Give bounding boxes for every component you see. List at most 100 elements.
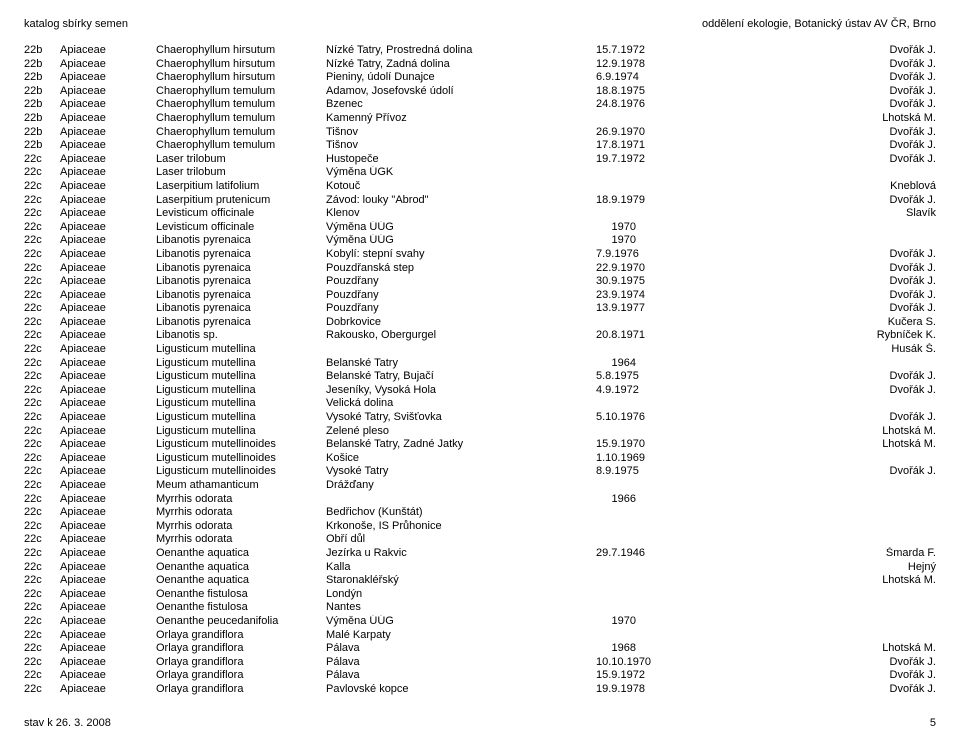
- family-cell: Apiaceae: [60, 221, 156, 235]
- date-cell: [596, 207, 696, 221]
- code-cell: 22c: [24, 262, 60, 276]
- collector-cell: [696, 357, 936, 371]
- family-cell: Apiaceae: [60, 615, 156, 629]
- date-cell: 18.9.1979: [596, 194, 696, 208]
- collector-cell: Lhotská M.: [696, 438, 936, 452]
- species-cell: Myrrhis odorata: [156, 520, 326, 534]
- locality-cell: Jezírka u Rakvic: [326, 547, 596, 561]
- locality-cell: Pouzdřany: [326, 302, 596, 316]
- family-cell: Apiaceae: [60, 289, 156, 303]
- date-cell: [596, 479, 696, 493]
- date-cell: [596, 520, 696, 534]
- family-cell: Apiaceae: [60, 262, 156, 276]
- collector-cell: [696, 234, 936, 248]
- date-cell: 4.9.1972: [596, 384, 696, 398]
- species-cell: Libanotis pyrenaica: [156, 316, 326, 330]
- date-cell: 19.7.1972: [596, 153, 696, 167]
- table-row: 22cApiaceaeOenanthe aquaticaJezírka u Ra…: [24, 547, 936, 561]
- species-cell: Levisticum officinale: [156, 221, 326, 235]
- locality-cell: Velická dolina: [326, 397, 596, 411]
- species-cell: Laser trilobum: [156, 153, 326, 167]
- collector-cell: Lhotská M.: [696, 425, 936, 439]
- collector-cell: Dvořák J.: [696, 58, 936, 72]
- code-cell: 22c: [24, 533, 60, 547]
- code-cell: 22c: [24, 452, 60, 466]
- locality-cell: Nízké Tatry, Zadná dolina: [326, 58, 596, 72]
- family-cell: Apiaceae: [60, 166, 156, 180]
- collector-cell: Dvořák J.: [696, 194, 936, 208]
- family-cell: Apiaceae: [60, 71, 156, 85]
- species-cell: Myrrhis odorata: [156, 493, 326, 507]
- locality-cell: Košice: [326, 452, 596, 466]
- table-row: 22cApiaceaeLigusticum mutellinoidesVysok…: [24, 465, 936, 479]
- family-cell: Apiaceae: [60, 98, 156, 112]
- code-cell: 22c: [24, 343, 60, 357]
- code-cell: 22c: [24, 221, 60, 235]
- table-row: 22cApiaceaeLibanotis pyrenaicaKobylí: st…: [24, 248, 936, 262]
- locality-cell: Drážďany: [326, 479, 596, 493]
- header-right: oddělení ekologie, Botanický ústav AV ČR…: [702, 18, 936, 30]
- date-cell: 19.9.1978: [596, 683, 696, 697]
- collector-cell: [696, 397, 936, 411]
- date-cell: 7.9.1976: [596, 248, 696, 262]
- code-cell: 22c: [24, 411, 60, 425]
- family-cell: Apiaceae: [60, 302, 156, 316]
- table-row: 22cApiaceaeLibanotis pyrenaicaVýměna ÚÚG…: [24, 234, 936, 248]
- locality-cell: Tišnov: [326, 139, 596, 153]
- collector-cell: Dvořák J.: [696, 289, 936, 303]
- family-cell: Apiaceae: [60, 248, 156, 262]
- table-row: 22cApiaceaeLibanotis pyrenaicaPouzdřany1…: [24, 302, 936, 316]
- collector-cell: Slavík: [696, 207, 936, 221]
- table-row: 22cApiaceaeLibanotis sp.Rakousko, Obergu…: [24, 329, 936, 343]
- family-cell: Apiaceae: [60, 411, 156, 425]
- code-cell: 22c: [24, 547, 60, 561]
- family-cell: Apiaceae: [60, 452, 156, 466]
- table-row: 22cApiaceaeLaser trilobumVýměna ÚGK: [24, 166, 936, 180]
- collector-cell: Rybníček K.: [696, 329, 936, 343]
- code-cell: 22c: [24, 683, 60, 697]
- species-cell: Ligusticum mutellina: [156, 357, 326, 371]
- date-cell: [596, 425, 696, 439]
- family-cell: Apiaceae: [60, 58, 156, 72]
- family-cell: Apiaceae: [60, 207, 156, 221]
- collector-cell: [696, 588, 936, 602]
- table-row: 22cApiaceaeLaserpitium prutenicumZávod: …: [24, 194, 936, 208]
- date-cell: [596, 180, 696, 194]
- code-cell: 22c: [24, 506, 60, 520]
- locality-cell: Kobylí: stepní svahy: [326, 248, 596, 262]
- locality-cell: Krkonoše, IS Průhonice: [326, 520, 596, 534]
- collector-cell: Hejný: [696, 561, 936, 575]
- date-cell: [596, 506, 696, 520]
- locality-cell: Staronakléřský: [326, 574, 596, 588]
- table-row: 22bApiaceaeChaerophyllum hirsutumNízké T…: [24, 58, 936, 72]
- table-row: 22bApiaceaeChaerophyllum hirsutumPieniny…: [24, 71, 936, 85]
- page-header: katalog sbírky semen oddělení ekologie, …: [24, 18, 936, 30]
- family-cell: Apiaceae: [60, 438, 156, 452]
- locality-cell: Nantes: [326, 601, 596, 615]
- collector-cell: Dvořák J.: [696, 465, 936, 479]
- date-cell: 13.9.1977: [596, 302, 696, 316]
- species-cell: Ligusticum mutellinoides: [156, 465, 326, 479]
- code-cell: 22b: [24, 71, 60, 85]
- locality-cell: Výměna ÚÚG: [326, 234, 596, 248]
- code-cell: 22c: [24, 588, 60, 602]
- date-cell: [596, 588, 696, 602]
- date-cell: 12.9.1978: [596, 58, 696, 72]
- code-cell: 22c: [24, 642, 60, 656]
- locality-cell: Bedřichov (Kunštát): [326, 506, 596, 520]
- locality-cell: Londýn: [326, 588, 596, 602]
- species-cell: Meum athamanticum: [156, 479, 326, 493]
- table-row: 22cApiaceaeMyrrhis odorata1966: [24, 493, 936, 507]
- date-cell: 17.8.1971: [596, 139, 696, 153]
- table-row: 22cApiaceaeMyrrhis odorataKrkonoše, IS P…: [24, 520, 936, 534]
- table-row: 22cApiaceaeLibanotis pyrenaicaPouzdřany3…: [24, 275, 936, 289]
- table-row: 22cApiaceaeLevisticum officinaleKlenovSl…: [24, 207, 936, 221]
- family-cell: Apiaceae: [60, 139, 156, 153]
- collector-cell: Dvořák J.: [696, 71, 936, 85]
- species-cell: Ligusticum mutellina: [156, 425, 326, 439]
- code-cell: 22c: [24, 248, 60, 262]
- table-row: 22cApiaceaeLibanotis pyrenaicaPouzdřany2…: [24, 289, 936, 303]
- table-row: 22cApiaceaeLibanotis pyrenaicaDobrkovice…: [24, 316, 936, 330]
- species-cell: Ligusticum mutellina: [156, 411, 326, 425]
- table-row: 22cApiaceaeLibanotis pyrenaicaPouzdřansk…: [24, 262, 936, 276]
